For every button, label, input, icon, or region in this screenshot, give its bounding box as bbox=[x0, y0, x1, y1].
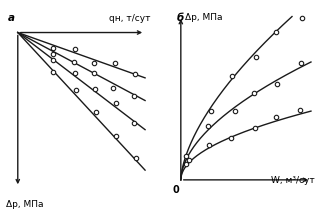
Text: W, м³/сут: W, м³/сут bbox=[271, 176, 315, 185]
Text: Δp, МПа: Δp, МПа bbox=[6, 200, 44, 209]
Text: б: б bbox=[177, 13, 184, 22]
Text: a: a bbox=[8, 13, 15, 22]
Text: qн, т/сут: qн, т/сут bbox=[109, 14, 151, 24]
Text: 0: 0 bbox=[172, 185, 179, 195]
Text: Δp, МПа: Δp, МПа bbox=[185, 13, 223, 22]
